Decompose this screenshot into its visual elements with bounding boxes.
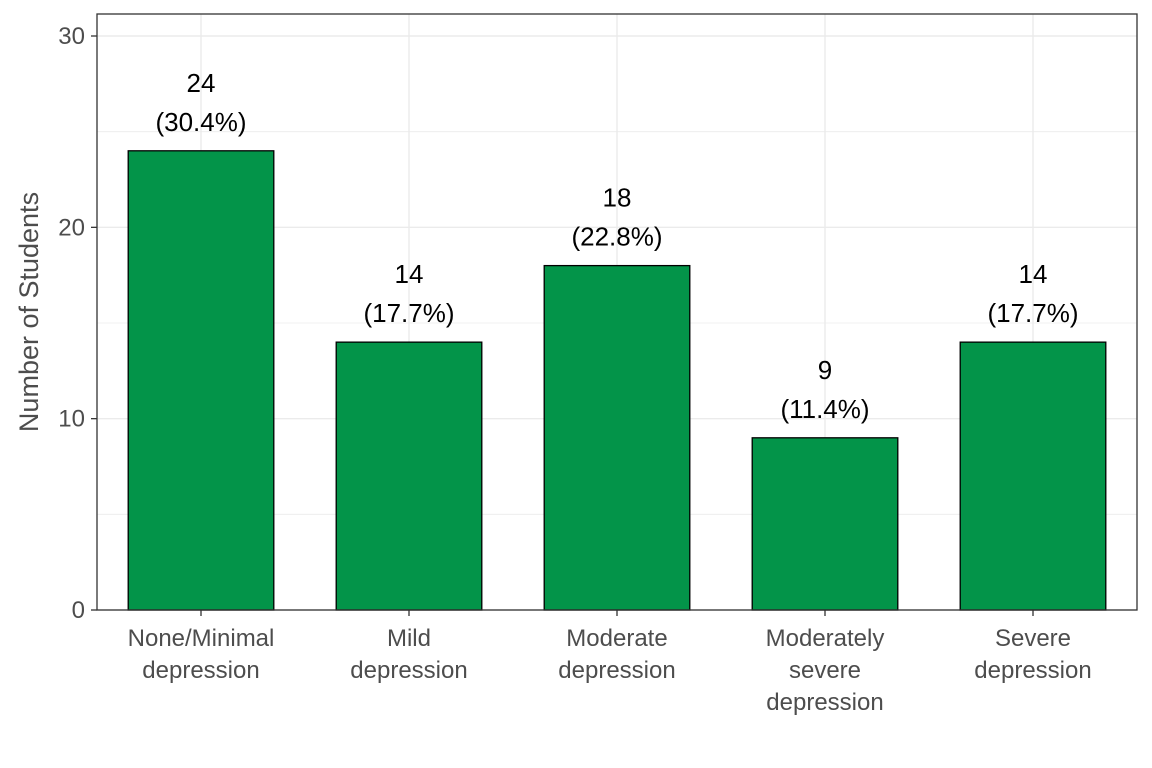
x-tick-label: depression (766, 689, 883, 716)
bar (543, 264, 691, 611)
bar (127, 150, 275, 611)
data-labels: 24 (30.4%) 14 (17.7%) 18 (22.8%) 9 (11.4%) 14 (17… (155, 68, 1078, 424)
axes: 0 10 20 30 None/Minimal depression Mild depress… (58, 23, 1091, 716)
x-tick-label: depression (974, 657, 1091, 684)
y-tick-label: 0 (72, 597, 85, 624)
y-tick-label: 10 (58, 406, 85, 433)
x-tick-label: depression (142, 657, 259, 684)
x-tick-label: None/Minimal (128, 625, 275, 652)
y-tick-label: 20 (58, 214, 85, 241)
bar (959, 341, 1107, 611)
bar (335, 341, 483, 611)
bars (127, 150, 1107, 611)
data-label-count: 18 (603, 183, 632, 213)
y-axis-title: Number of Students (14, 192, 44, 432)
y-tick-label: 30 (58, 23, 85, 50)
data-label-count: 14 (1019, 259, 1048, 289)
data-label-count: 14 (395, 259, 424, 289)
data-label-percent: (22.8%) (571, 222, 662, 252)
x-tick-label: severe (789, 657, 861, 684)
x-tick-label: depression (350, 657, 467, 684)
data-label-count: 9 (818, 355, 832, 385)
x-tick-label: depression (558, 657, 675, 684)
bar (751, 437, 899, 611)
data-label-percent: (30.4%) (155, 107, 246, 137)
data-label-percent: (11.4%) (780, 394, 869, 424)
x-tick-label: Severe (995, 625, 1071, 652)
data-label-percent: (17.7%) (363, 298, 454, 328)
data-label-count: 24 (187, 68, 216, 98)
x-tick-label: Moderate (566, 625, 667, 652)
data-label-percent: (17.7%) (987, 298, 1078, 328)
x-tick-label: Mild (387, 625, 431, 652)
x-tick-label: Moderately (766, 625, 885, 652)
